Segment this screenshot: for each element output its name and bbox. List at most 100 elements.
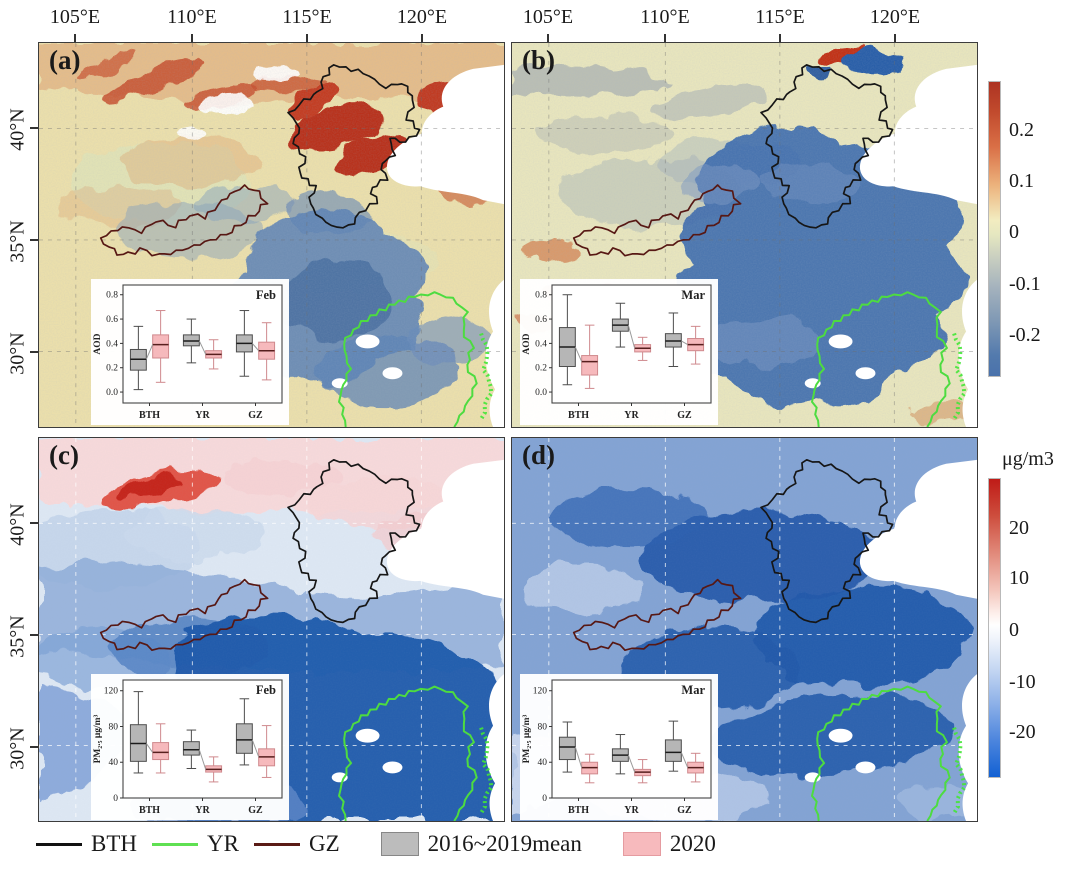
axis-tick bbox=[191, 34, 193, 42]
svg-text:0.2: 0.2 bbox=[106, 364, 118, 374]
map-panel-a: (a) 0.0 0.2 0.4 0.6 0.8 AOD Feb BTH YR GZ bbox=[38, 42, 505, 428]
pm25-colorbar-tick: 20 bbox=[1009, 517, 1029, 539]
axis-tick bbox=[664, 34, 666, 42]
svg-text:0.6: 0.6 bbox=[535, 315, 547, 325]
aod-colorbar-tick: 0.2 bbox=[1009, 119, 1034, 141]
svg-text:80: 80 bbox=[109, 722, 119, 732]
axis-tick bbox=[30, 127, 38, 129]
svg-text:40: 40 bbox=[538, 758, 548, 768]
pm25-colorbar-tick: 10 bbox=[1009, 567, 1029, 589]
svg-text:AOD: AOD bbox=[93, 333, 103, 354]
map-panel-d: (d) 0 40 80 120 PM₂.₅ μg/m³ Mar BTH YR GZ bbox=[511, 437, 978, 822]
svg-text:PM₂.₅ μg/m³: PM₂.₅ μg/m³ bbox=[522, 714, 532, 763]
aod-colorbar bbox=[988, 81, 1001, 377]
lon-tick-label: 110°E bbox=[640, 6, 690, 28]
bth-line-swatch bbox=[36, 842, 82, 846]
lon-tick-label: 115°E bbox=[755, 6, 805, 28]
panel-label-c: (c) bbox=[49, 440, 79, 470]
boxplot-pm25-feb: 0 40 80 120 PM₂.₅ μg/m³ Feb BTH YR GZ bbox=[93, 679, 283, 816]
legend-label: BTH bbox=[91, 831, 137, 856]
lon-tick-label: 120°E bbox=[869, 6, 921, 28]
legend-label: 2020 bbox=[669, 831, 716, 856]
pm25-colorbar-tick: 0 bbox=[1009, 619, 1019, 641]
svg-text:0.0: 0.0 bbox=[535, 388, 547, 398]
svg-text:0.6: 0.6 bbox=[106, 315, 118, 325]
svg-text:0: 0 bbox=[542, 794, 547, 804]
figure-legend: BTH YR GZ 2016~2019mean 2020 bbox=[36, 826, 716, 862]
legend-label: 2016~2019mean bbox=[427, 831, 582, 856]
axis-tick bbox=[30, 746, 38, 748]
svg-text:Feb: Feb bbox=[256, 288, 276, 302]
lat-tick-label: 30°N bbox=[6, 332, 29, 375]
lon-tick-label: 110°E bbox=[167, 6, 217, 28]
pm25-colorbar-tick: -10 bbox=[1009, 671, 1036, 693]
svg-text:AOD: AOD bbox=[522, 333, 532, 354]
axis-tick bbox=[306, 34, 308, 42]
aod-colorbar-tick: 0.1 bbox=[1009, 170, 1034, 192]
svg-text:120: 120 bbox=[533, 687, 548, 697]
inset-boxplot-pm25-mar: 0 40 80 120 PM₂.₅ μg/m³ Mar BTH YR GZ bbox=[520, 674, 718, 820]
svg-text:0: 0 bbox=[113, 794, 118, 804]
svg-text:YR: YR bbox=[195, 805, 210, 816]
lon-tick-label: 120°E bbox=[396, 6, 448, 28]
axis-tick bbox=[30, 239, 38, 241]
axis-tick bbox=[30, 351, 38, 353]
lon-tick-label: 105°E bbox=[49, 6, 101, 28]
inset-boxplot-pm25-feb: 0 40 80 120 PM₂.₅ μg/m³ Feb BTH YR GZ bbox=[91, 674, 289, 820]
inset-boxplot-aod-feb: 0.0 0.2 0.4 0.6 0.8 AOD Feb BTH YR GZ bbox=[91, 279, 289, 425]
svg-text:0.8: 0.8 bbox=[106, 291, 118, 301]
aod-colorbar-tick: -0.2 bbox=[1009, 324, 1041, 346]
svg-text:Feb: Feb bbox=[256, 683, 276, 697]
axis-tick bbox=[779, 34, 781, 42]
svg-text:BTH: BTH bbox=[568, 805, 589, 816]
panel-label-b: (b) bbox=[522, 45, 555, 75]
pm25-colorbar-unit: μg/m3 bbox=[1002, 448, 1054, 470]
svg-text:YR: YR bbox=[624, 410, 639, 421]
lat-tick-label: 35°N bbox=[6, 615, 29, 658]
aod-colorbar-tick: 0 bbox=[1009, 221, 1019, 243]
mean-box-swatch bbox=[380, 832, 419, 856]
axis-tick bbox=[894, 34, 896, 42]
lat-tick-label: 30°N bbox=[6, 727, 29, 770]
svg-text:0.0: 0.0 bbox=[106, 388, 118, 398]
legend-item-bth: BTH bbox=[36, 831, 137, 857]
svg-text:120: 120 bbox=[104, 687, 119, 697]
svg-text:40: 40 bbox=[109, 758, 119, 768]
legend-item-2020: 2020 bbox=[622, 831, 716, 857]
svg-text:GZ: GZ bbox=[248, 805, 263, 816]
aod-colorbar-tick: -0.1 bbox=[1009, 273, 1041, 295]
pm25-colorbar bbox=[988, 478, 1001, 778]
svg-text:0.8: 0.8 bbox=[535, 291, 547, 301]
axis-tick bbox=[74, 34, 76, 42]
svg-text:0.4: 0.4 bbox=[535, 339, 547, 349]
svg-text:GZ: GZ bbox=[248, 410, 263, 421]
lon-tick-label: 115°E bbox=[282, 6, 332, 28]
axis-tick bbox=[547, 34, 549, 42]
boxplot-aod-mar: 0.0 0.2 0.4 0.6 0.8 AOD Mar BTH YR GZ bbox=[522, 284, 712, 421]
boxplot-aod-feb: 0.0 0.2 0.4 0.6 0.8 AOD Feb BTH YR GZ bbox=[93, 284, 283, 421]
svg-text:Mar: Mar bbox=[681, 288, 705, 302]
axis-tick bbox=[421, 34, 423, 42]
gz-line-swatch bbox=[253, 842, 300, 846]
svg-text:0.4: 0.4 bbox=[106, 339, 118, 349]
svg-text:BTH: BTH bbox=[139, 805, 160, 816]
legend-item-yr: YR bbox=[152, 831, 239, 857]
svg-text:BTH: BTH bbox=[139, 410, 160, 421]
svg-text:80: 80 bbox=[538, 722, 548, 732]
y2020-box-swatch bbox=[622, 832, 661, 856]
map-panel-b: (b) 0.0 0.2 0.4 0.6 0.8 AOD Mar BTH YR GZ bbox=[511, 42, 978, 428]
yr-line-swatch bbox=[152, 842, 198, 846]
svg-text:PM₂.₅ μg/m³: PM₂.₅ μg/m³ bbox=[93, 714, 103, 763]
panel-label-d: (d) bbox=[522, 440, 555, 470]
svg-text:YR: YR bbox=[624, 805, 639, 816]
lat-tick-label: 35°N bbox=[6, 220, 29, 263]
inset-boxplot-aod-mar: 0.0 0.2 0.4 0.6 0.8 AOD Mar BTH YR GZ bbox=[520, 279, 718, 425]
boxplot-pm25-mar: 0 40 80 120 PM₂.₅ μg/m³ Mar BTH YR GZ bbox=[522, 679, 712, 816]
legend-item-mean: 2016~2019mean bbox=[380, 831, 582, 857]
legend-label: YR bbox=[207, 831, 239, 856]
svg-text:Mar: Mar bbox=[681, 683, 705, 697]
svg-text:YR: YR bbox=[195, 410, 210, 421]
legend-item-gz: GZ bbox=[253, 831, 340, 857]
svg-text:GZ: GZ bbox=[677, 805, 692, 816]
